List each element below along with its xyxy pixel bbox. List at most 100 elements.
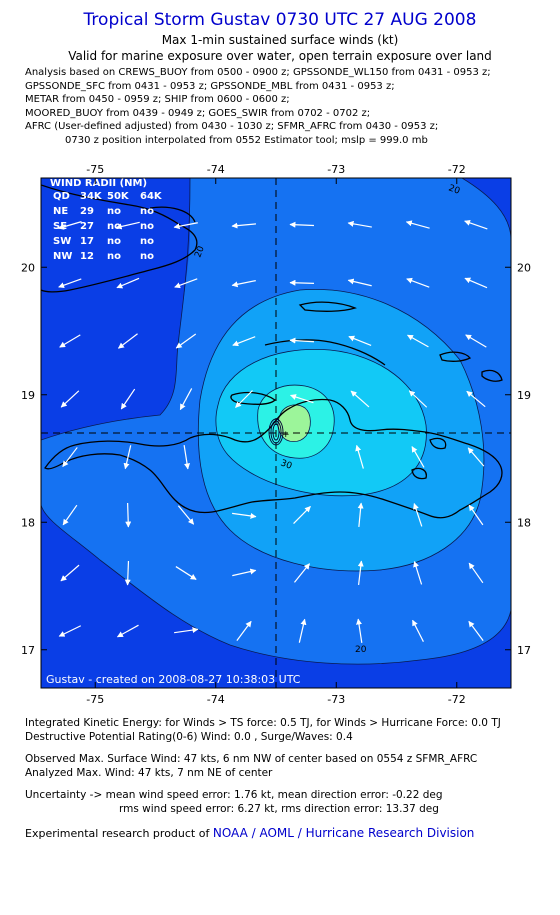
wind-radii-cell: NW [53,251,72,262]
storm-eye [268,418,284,446]
wind-vector-arrow [350,390,370,408]
analysis-line: AFRC (User-defined adjusted) from 0430 -… [25,121,439,133]
wind-vector-arrow [120,388,136,410]
inagua-north-coast [264,339,386,366]
wind-vector-arrow [347,220,372,228]
wind-vector-arrow [123,445,132,470]
map-credit: Gustav - created on 2008-08-27 10:38:03 … [46,673,301,686]
uncertainty-rms-line: rms wind speed error: 6.27 kt, rms direc… [119,803,439,815]
wind-vector-arrow [60,390,80,408]
wind-vector-arrow [405,220,430,229]
x-tick-label-top: -75 [86,163,104,176]
wind-vector-arrow [348,335,372,347]
footer-stats: Integrated Kinetic Energy: for Winds > T… [25,716,501,841]
contour-label: 20 [23,475,38,490]
wind-vector-arrow [290,394,314,404]
wind-vector-arrow [465,334,487,348]
wind-radii-cell: SW [53,236,71,247]
wind-vector-arrow [232,512,257,519]
wind-vector-arrow [231,222,257,229]
wind-radii-cell: no [107,206,121,217]
wind-vector-arrow [179,388,193,411]
y-tick-label-left: 18 [21,516,35,529]
y-tick-label-left: 20 [21,261,35,274]
ike-line: Integrated Kinetic Energy: for Winds > T… [25,717,501,729]
wind-vector-arrow [294,563,310,583]
wind-radii-cell: no [140,221,154,232]
axis-ticks [41,178,511,688]
y-tick-label-right: 19 [517,389,531,402]
wind-radii-cell: no [140,251,154,262]
plot-border [40,177,512,689]
y-tick-label-right: 17 [517,644,531,657]
wind-vector-arrow [232,336,256,347]
wind-vector-arrow [412,619,424,642]
wind-vector-arrow [468,562,484,584]
wind-vector-arrow [236,620,252,642]
analysis-line-position: 0730 z position interpolated from 0552 E… [65,134,428,146]
wind-vector-arrow [235,390,253,408]
wind-radii-header-cell: QD [53,191,70,202]
wind-radii-title: WIND RADII (NM) [50,178,147,189]
wind-vector-arrow [413,560,423,585]
wind-vector-arrow [175,566,197,580]
wind-vector-arrow [467,447,485,467]
x-tick-label-top: -72 [448,163,466,176]
wind-vector-arrow [231,280,256,288]
x-tick-label-bottom: -75 [86,693,104,706]
wind-vector-arrow [411,446,425,468]
wind-vector-arrow [468,620,484,641]
gonave-island [230,391,277,405]
wind-radii-header-cell: 34K [80,191,103,202]
wind-radii-cell: no [140,236,154,247]
wind-vector-arrow [406,277,430,288]
x-tick-label-bottom: -74 [207,693,225,706]
wind-radii-header-cell: 50K [107,191,130,202]
hispaniola-north-coast [189,398,501,466]
dpr-line: Destructive Potential Rating(0-6) Wind: … [25,731,353,743]
wind-vector-arrow [124,560,131,586]
wind-vector-arrow [355,444,364,469]
wind-vector-arrow [289,279,315,286]
x-tick-label-bottom: -72 [448,693,466,706]
analysis-line: GPSSONDE_SFC from 0431 - 0953 z; GPSSOND… [25,80,395,92]
y-tick-label-left: 19 [21,389,35,402]
wind-vector-arrow [466,390,486,408]
outer-island [429,437,447,450]
wind-vector-arrow [357,560,364,585]
wind-vector-arrow [356,618,363,643]
wind-vector-arrow [62,504,78,526]
wind-vector-arrow [289,221,315,228]
wind-vector-arrow [468,504,484,526]
wind-radii-cell: no [107,221,121,232]
wind-radii-cell: 17 [80,236,94,247]
wind-vector-arrow [289,337,315,344]
wind-vector-arrow [347,278,372,287]
contour-label: 30 [279,458,293,471]
wind-vector-arrow [174,278,198,289]
turks-caicos-east [481,369,503,382]
wind-radii-rows: QD 34K 50K 64K NE 29 no no SE 27 no no SW 17 no no NW 12 n… [53,191,163,262]
wind-vector-arrow [357,502,364,528]
wind-radii-table: WIND RADII (NM) QD 34K 50K 64K NE 29 no no SE 27 n… [50,178,163,262]
y-tick-label-left: 17 [21,644,35,657]
x-tick-label-top: -74 [207,163,225,176]
wind-band-40kt [277,404,311,442]
coastlines [41,184,503,519]
wind-vector-arrow [173,222,198,230]
wind-vector-arrow [59,334,81,348]
wind-vector-arrow [407,334,429,348]
wind-radii-cell: SE [53,221,67,232]
axis-tick-labels: -75 -75 -74 -74 -73 -73 -72 -72 20 20 19 19 18 18 17 17 [21,163,531,706]
chart-subtitle: Max 1-min sustained surface winds (kt) [161,33,399,47]
wind-vector-arrow [125,502,132,528]
contour-label-group: 20 20 20 20 30 [23,183,461,655]
analysis-line: Analysis based on CREWS_BUOY from 0500 -… [25,67,491,78]
credit-organization-link[interactable]: NOAA / AOML / Hurricane Research Divisio… [212,826,475,840]
x-tick-label-bottom: -73 [327,693,345,706]
uncertainty-line: Uncertainty -> mean wind speed error: 1.… [25,789,443,801]
analysis-line: MOORED_BUOY from 0439 - 0949 z; GOES_SWI… [25,107,371,119]
contour-label: 20 [193,245,206,259]
wind-vector-arrow [117,333,138,349]
contour-lines [41,178,511,665]
